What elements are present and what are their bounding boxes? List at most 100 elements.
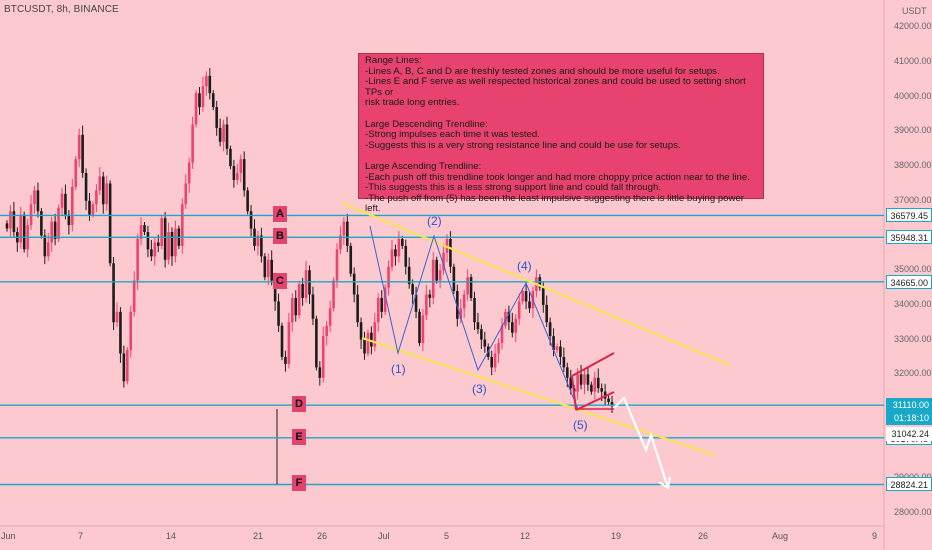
- zone-label-c: C: [273, 272, 287, 289]
- candle-body: [311, 294, 315, 319]
- candle-body: [600, 388, 603, 392]
- candle-body: [583, 374, 586, 385]
- candle-body: [181, 204, 184, 246]
- candle-body: [22, 214, 26, 250]
- candle-body: [198, 93, 201, 108]
- candle-body: [153, 242, 157, 257]
- candle-body: [71, 186, 74, 226]
- x-tick-label: Jun: [1, 531, 16, 541]
- candle-body: [431, 259, 435, 298]
- wave-label: (1): [391, 362, 406, 376]
- descending-trendline: [341, 201, 731, 367]
- candle-body: [163, 218, 167, 260]
- candle-body: [435, 259, 438, 281]
- candle-body: [528, 301, 531, 309]
- candle-body: [215, 107, 218, 128]
- wave-label: (5): [573, 418, 588, 432]
- y-tick-label: 40000.00: [894, 90, 932, 101]
- candle-body: [590, 384, 593, 392]
- candle-body: [249, 211, 253, 229]
- candle-body: [376, 297, 380, 323]
- note-line: -Strong impulses each time it was tested…: [365, 129, 540, 141]
- candle-body: [346, 221, 349, 246]
- candle-body: [593, 377, 597, 392]
- candle-body: [390, 249, 394, 267]
- candle-body: [284, 356, 287, 364]
- y-tick-label: 32000.00: [894, 368, 932, 379]
- candle-body: [559, 346, 562, 357]
- candle-body: [321, 336, 325, 378]
- candle-body: [46, 242, 50, 257]
- candle-body: [352, 273, 356, 295]
- x-tick-label: 21: [253, 531, 264, 541]
- candle-body: [301, 284, 304, 298]
- candle-body: [524, 291, 528, 302]
- candle-body: [552, 336, 555, 351]
- candle-body: [160, 218, 163, 246]
- x-tick-label: 26: [317, 531, 328, 541]
- candle-body: [84, 173, 88, 201]
- wave-label: (2): [427, 214, 442, 228]
- candle-body: [53, 221, 57, 239]
- wedge-left-line: [571, 375, 577, 411]
- y-tick-label: 29000.00: [894, 472, 932, 482]
- candle-body: [232, 166, 236, 180]
- note-line: risk trade long entries.: [365, 97, 460, 109]
- candle-body: [548, 322, 552, 337]
- candle-body: [270, 259, 273, 281]
- candle-body: [115, 311, 119, 323]
- y-tick-label: 38000.00: [894, 160, 932, 171]
- candle-body: [294, 297, 298, 316]
- candle-body: [266, 259, 270, 278]
- candle-body: [57, 207, 60, 239]
- candle-body: [373, 322, 377, 347]
- candle-body: [370, 332, 373, 347]
- candle-body: [576, 374, 579, 392]
- candle-body: [98, 176, 102, 191]
- level-price-tag: 28824.21: [886, 477, 932, 492]
- axis-unit: USDT: [902, 6, 927, 16]
- candle-body: [263, 256, 267, 278]
- x-tick-label: Aug: [772, 531, 789, 541]
- candle-body: [40, 211, 43, 236]
- candle-body: [328, 308, 332, 326]
- candle-body: [236, 173, 239, 180]
- candle-body: [545, 304, 548, 323]
- candle-body: [218, 127, 222, 142]
- candle-body: [607, 398, 610, 403]
- candle-body: [456, 291, 459, 319]
- candle-body: [156, 242, 160, 246]
- candle-body: [517, 301, 521, 319]
- candle-body: [229, 148, 232, 167]
- candle-body: [411, 284, 414, 295]
- candle-body: [380, 297, 383, 312]
- candle-body: [5, 223, 9, 229]
- candle-body: [383, 287, 387, 312]
- note-line: Large Ascending Trendline:: [365, 160, 482, 172]
- candle-body: [397, 238, 401, 257]
- candle-body: [514, 318, 518, 333]
- candle-body: [304, 270, 308, 298]
- note-line: -Each push off this trendline took longe…: [365, 171, 750, 183]
- candle-body: [349, 245, 353, 274]
- candle-body: [139, 225, 143, 239]
- candle-body: [363, 339, 366, 354]
- note-line: -This suggests this is a less strong sup…: [365, 182, 661, 194]
- candle-body: [401, 238, 404, 246]
- candle-body: [225, 124, 229, 149]
- candle-body: [610, 402, 614, 406]
- candle-body: [201, 86, 205, 108]
- note-line: Range Lines:: [365, 55, 422, 66]
- marker-price-tag: 31042.24: [886, 427, 932, 442]
- zone-label-a: A: [273, 206, 287, 223]
- y-tick-label: 34000.00: [894, 298, 932, 309]
- candle-body: [119, 311, 122, 354]
- candle-body: [187, 162, 191, 184]
- y-tick-label: 39000.00: [894, 125, 932, 136]
- candle-body: [483, 339, 487, 347]
- candle-body: [170, 232, 174, 257]
- candle-body: [586, 374, 590, 385]
- x-tick-label: 5: [444, 531, 450, 541]
